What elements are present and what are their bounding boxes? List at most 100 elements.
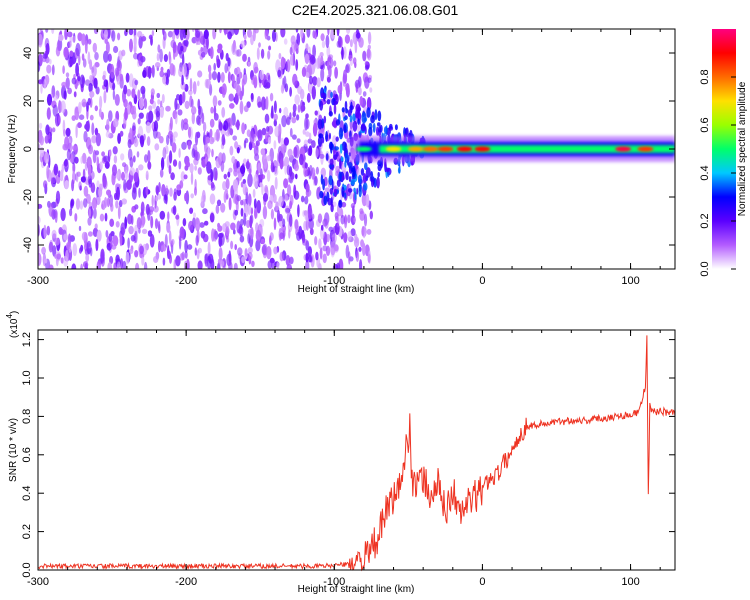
heatmap-cell: [361, 225, 365, 236]
heatmap-cell: [76, 171, 81, 177]
heatmap-cell: [93, 207, 97, 219]
heatmap-cell: [302, 129, 306, 135]
heatmap-cell: [328, 141, 334, 150]
heatmap-cell: [304, 162, 308, 169]
heatmap-cell: [364, 162, 368, 170]
heatmap-cell: [262, 192, 269, 202]
heatmap-cell: [227, 171, 231, 178]
heatmap-cell: [52, 127, 56, 133]
heatmap-cell: [311, 85, 316, 100]
heatmap-cell: [309, 54, 316, 65]
heatmap-cell: [38, 252, 42, 266]
heatmap-cell: [247, 173, 253, 188]
heatmap-cell: [128, 29, 134, 36]
heatmap-cell: [101, 151, 105, 157]
heatmap-cell: [240, 165, 246, 175]
heatmap-cell: [260, 48, 265, 59]
heatmap-cell: [141, 256, 145, 266]
heatmap-cell: [166, 68, 171, 78]
heatmap-cell: [48, 203, 54, 217]
heatmap-cell: [134, 79, 139, 86]
heatmap-cell: [345, 244, 350, 259]
snr-series-line: [37, 335, 676, 572]
heatmap-cell: [358, 185, 362, 198]
heatmap-cell: [245, 161, 250, 170]
heatmap-cell: [389, 123, 393, 129]
heatmap-cell: [117, 205, 121, 220]
heatmap-cell: [78, 54, 81, 66]
heatmap-cell: [367, 77, 372, 83]
heatmap-cell: [289, 127, 293, 138]
heatmap-cell: [88, 208, 92, 218]
heatmap-cell: [236, 161, 240, 169]
heatmap-cell: [81, 98, 87, 108]
heatmap-cell: [223, 190, 227, 204]
heatmap-cell: [305, 71, 310, 78]
heatmap-cell: [307, 206, 313, 220]
heatmap-cell: [189, 77, 193, 92]
heatmap-cell: [63, 90, 67, 100]
heatmap-cell: [325, 34, 330, 49]
heatmap-cell: [175, 255, 181, 267]
heatmap-cell: [113, 45, 119, 54]
heatmap-cell: [367, 31, 372, 45]
heatmap-cell: [107, 53, 112, 62]
heatmap-cell: [249, 130, 255, 144]
heatmap-cell: [78, 114, 85, 120]
heatmap-cell: [311, 140, 316, 149]
heatmap-cell: [125, 251, 130, 265]
heatmap-cell: [340, 214, 345, 225]
heatmap-cell: [318, 133, 324, 139]
heatmap-cell: [300, 29, 304, 39]
heatmap-cell: [194, 247, 197, 256]
spectrogram-x-axis-label: Height of straight line (km): [298, 284, 415, 295]
heatmap-cell: [333, 60, 337, 67]
heatmap-cell: [282, 230, 285, 241]
heatmap-cell: [173, 188, 177, 195]
heatmap-cell: [78, 181, 82, 190]
heatmap-cell: [343, 124, 347, 134]
spectrogram-y-ticks: -40 -20 0 20 40: [22, 47, 675, 253]
heatmap-cell: [112, 89, 116, 101]
heatmap-cell: [162, 257, 166, 266]
heatmap-cell: [172, 159, 178, 167]
heatmap-cell: [236, 146, 240, 154]
heatmap-cell: [283, 137, 289, 146]
heatmap-cell: [169, 187, 173, 197]
heatmap-cell: [280, 144, 286, 154]
heatmap-cell: [243, 139, 247, 149]
heatmap-cell: [60, 169, 64, 182]
heatmap-cell: [225, 178, 230, 190]
heatmap-cell: [322, 218, 328, 227]
heatmap-cell: [65, 77, 70, 90]
heatmap-cell: [223, 173, 227, 180]
heatmap-cell: [142, 69, 147, 78]
heatmap-cell: [302, 236, 306, 244]
heatmap-cell: [200, 195, 204, 207]
snr-scale-close: ): [9, 311, 20, 314]
heatmap-cell: [120, 153, 125, 161]
heatmap-cell: [319, 52, 324, 57]
heatmap-cell: [280, 29, 286, 38]
heatmap-cell: [101, 203, 104, 210]
heatmap-cell: [208, 71, 212, 81]
heatmap-cell: [99, 161, 103, 171]
heatmap-cell: [132, 105, 137, 115]
heatmap-cell: [38, 203, 43, 209]
heatmap-cell: [333, 103, 337, 115]
heatmap-cell: [108, 110, 113, 122]
heatmap-cell: [312, 76, 318, 86]
heatmap-cell: [288, 214, 293, 227]
heatmap-cell: [220, 202, 226, 213]
heatmap-cell: [143, 98, 148, 109]
heatmap-cell: [151, 29, 155, 37]
signal-band-core: [379, 145, 675, 153]
heatmap-cell: [228, 197, 232, 211]
heatmap-cell: [351, 205, 355, 218]
heatmap-cell: [96, 180, 100, 190]
heatmap-cell: [162, 74, 167, 85]
heatmap-cell: [319, 100, 324, 111]
heatmap-cell: [162, 29, 165, 36]
heatmap-cell: [72, 145, 78, 151]
heatmap-cell: [154, 218, 159, 230]
